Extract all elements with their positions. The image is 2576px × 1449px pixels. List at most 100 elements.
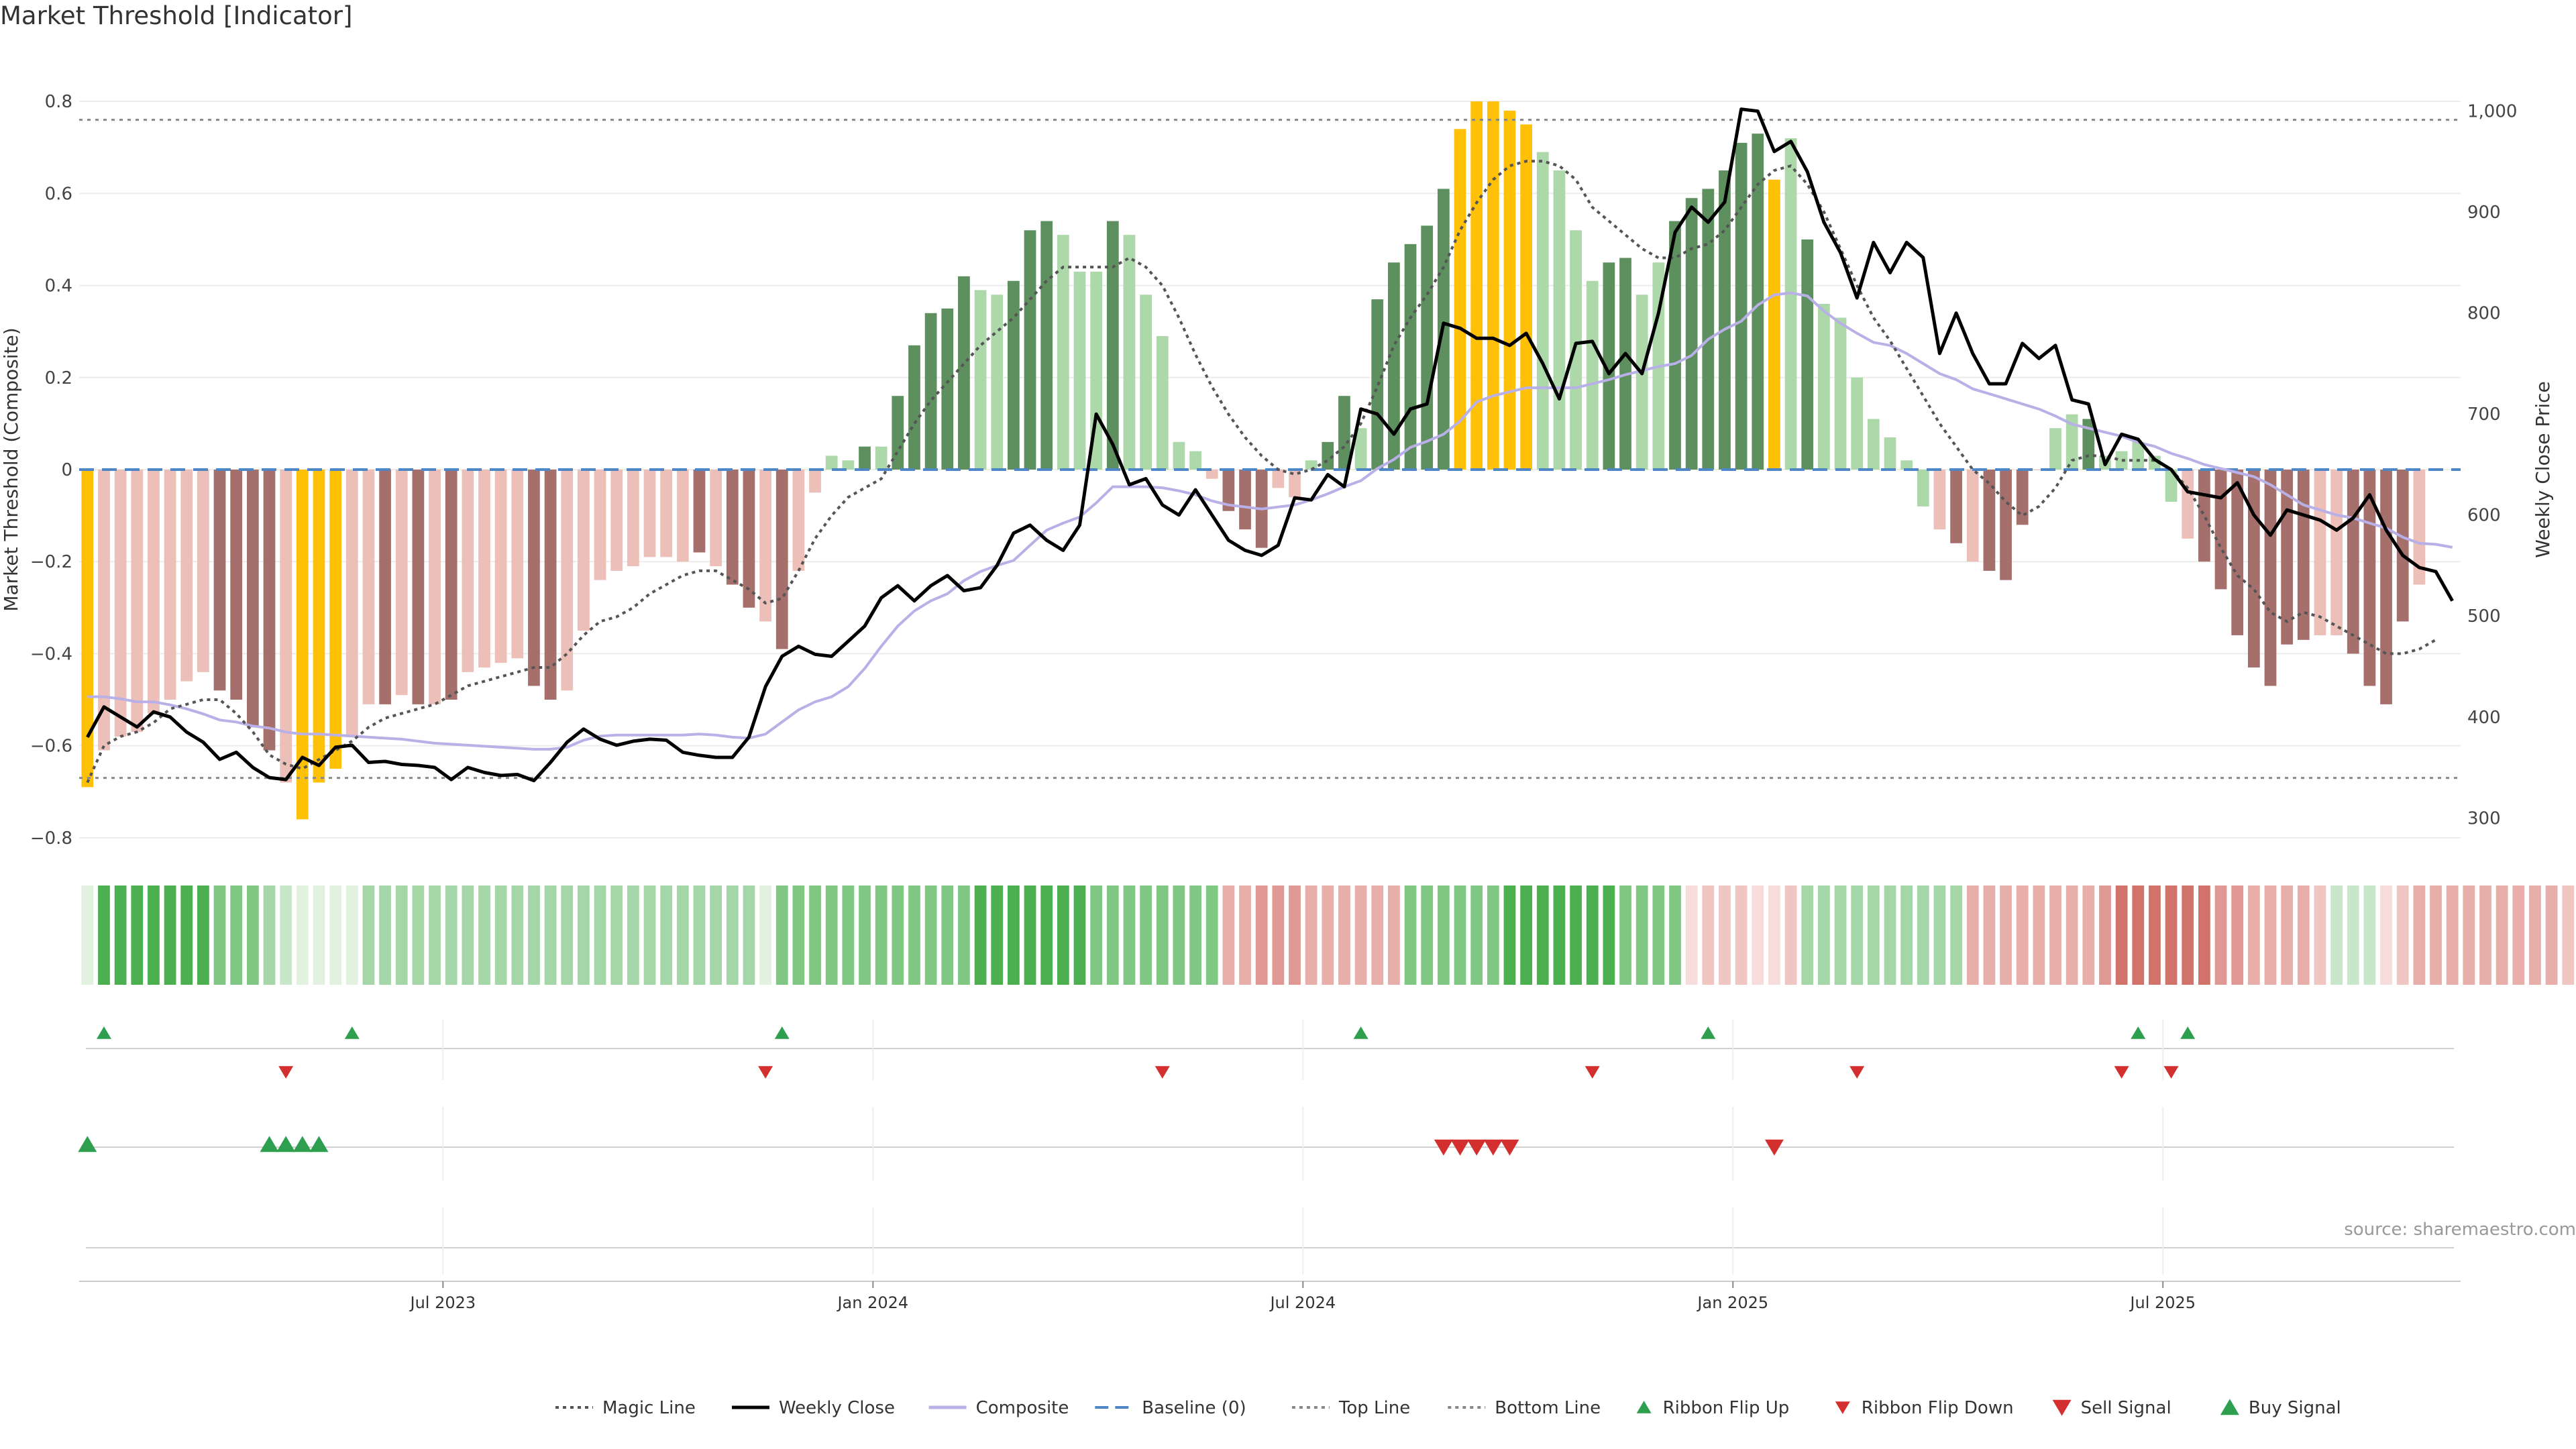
ribbon-cell [114,885,127,985]
composite-bar [313,470,325,783]
composite-bar [2413,470,2426,585]
ribbon-flip-up-marker [1701,1026,1716,1039]
sell-signal-marker [1434,1139,1453,1156]
ribbon-cell [643,885,656,985]
composite-bar [2314,470,2326,635]
composite-bar [2049,428,2061,470]
ribbon-cell [842,885,855,985]
composite-bar [710,470,722,567]
right-tick-label: 400 [2467,708,2501,728]
ribbon-cell [1404,885,1417,985]
ribbon-cell [197,885,209,985]
composite-bar [197,470,209,672]
composite-bar [362,470,375,704]
sell-signal-marker [1500,1139,1519,1156]
x-tick-label: Jul 2023 [409,1293,476,1312]
composite-bar [1289,470,1301,498]
composite-bar [2264,470,2277,686]
ribbon-cell [1388,885,1400,985]
composite-bar [1851,377,1864,470]
ribbon-cell [991,885,1004,985]
composite-bar [842,460,855,470]
ribbon-cell [296,885,309,985]
ribbon-cell [1801,885,1814,985]
ribbon-cell [263,885,276,985]
ribbon-flip-down-marker [2163,1066,2179,1079]
x-tick-label: Jan 2024 [836,1293,908,1312]
composite-bar [809,470,821,493]
composite-bar [1156,336,1169,470]
ribbon-cell [1503,885,1516,985]
composite-bar [1205,470,1218,479]
ribbon-cell [1735,885,1748,985]
left-axis-title: Market Threshold (Composite) [0,327,22,611]
ribbon-cell [792,885,805,985]
composite-bar [908,345,920,470]
composite-bar [1719,170,1731,470]
legend-label: Ribbon Flip Up [1663,1398,1790,1418]
ribbon-cell [1619,885,1631,985]
composite-bar [1503,110,1516,470]
composite-bar [1536,152,1549,470]
ribbon-cell [2396,885,2409,985]
ribbon-cell [1702,885,1715,985]
left-tick-label: 0.8 [45,92,72,112]
ribbon-cell [1768,885,1780,985]
ribbon-cell [2330,885,2343,985]
composite-bar [2198,470,2210,562]
ribbon-cell [148,885,160,985]
composite-bar [1487,101,1499,470]
ribbon-cell [1570,885,1582,985]
composite-bar [1570,230,1582,470]
composite-bar [1933,470,1946,530]
ribbon-cell [1454,885,1466,985]
ribbon-flip-up-marker [2131,1026,2146,1039]
right-tick-label: 600 [2467,506,2501,526]
ribbon-cell [362,885,375,985]
composite-bar [148,470,160,714]
legend-label: Sell Signal [2081,1398,2171,1418]
ribbon-cell [511,885,524,985]
ribbon-flip-down-marker [1155,1066,1170,1079]
ribbon-cell [1255,885,1268,985]
composite-bar [1966,470,1979,562]
composite-bar [246,470,259,728]
ribbon-cell [1784,885,1797,985]
composite-bar [445,470,458,700]
ribbon-cell [1752,885,1764,985]
left-tick-label: 0.6 [45,184,72,204]
ribbon-cell [726,885,739,985]
composite-bar [2347,470,2359,654]
left-tick-label: −0.8 [30,828,72,849]
composite-bar [2214,470,2227,590]
ribbon-cell [230,885,243,985]
left-tick-label: −0.4 [30,644,72,664]
ribbon-cell [1520,885,1532,985]
left-tick-label: 0.4 [45,276,72,297]
composite-bar [280,470,292,783]
ribbon-flip-up-marker [2180,1026,2196,1039]
ribbon-cell [2065,885,2078,985]
composite-bar [1140,294,1152,470]
ribbon-cell [131,885,144,985]
ribbon-cell [478,885,490,985]
ribbon-cell [2380,885,2392,985]
ribbon-cell [2214,885,2227,985]
composite-bar [1735,142,1748,470]
x-tick-label: Jul 2025 [2129,1293,2196,1312]
composite-bar [991,294,1004,470]
ribbon-cell [775,885,788,985]
ribbon-cell [2115,885,2128,985]
composite-bar [2247,470,2260,667]
composite-bar [2132,441,2145,470]
ribbon-cell [1057,885,1069,985]
weekly-close-line [86,107,2454,783]
sell-signal-marker [1450,1139,1470,1156]
composite-bar [412,470,425,704]
ribbon-cell [2033,885,2045,985]
ribbon-cell [1950,885,1962,985]
ribbon-cell [1156,885,1169,985]
left-tick-label: −0.6 [30,737,72,757]
ribbon-cell [213,885,226,985]
composite-bar [759,470,771,622]
